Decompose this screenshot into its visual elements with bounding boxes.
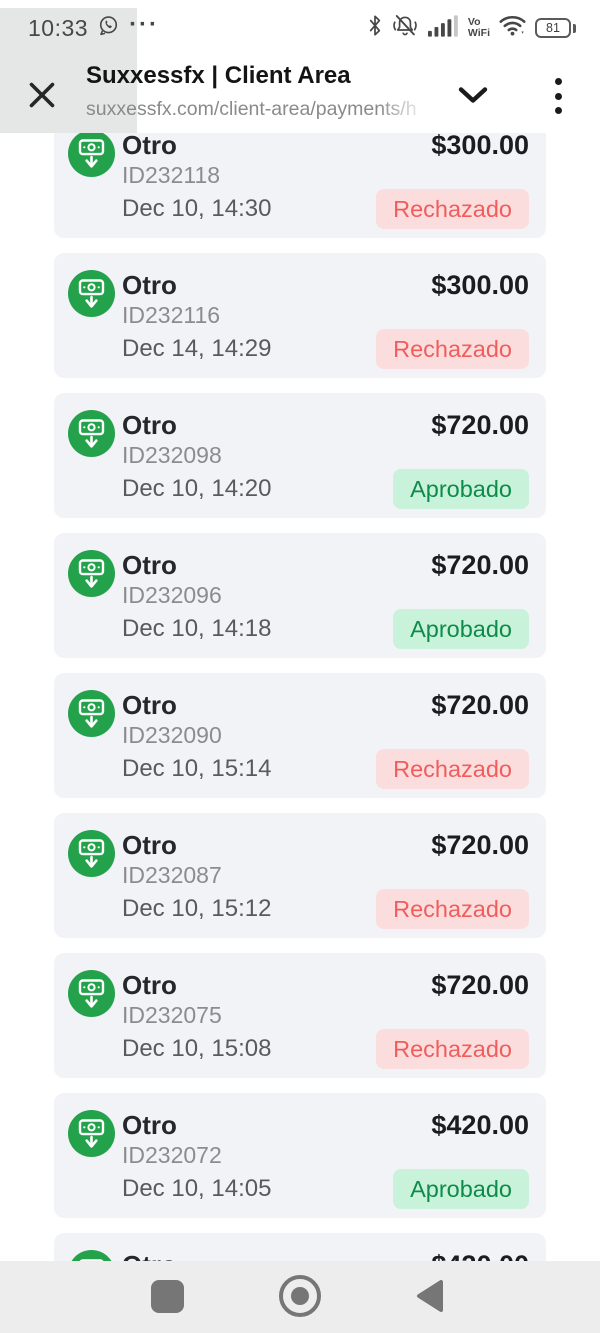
battery-icon: 81	[535, 18, 576, 38]
payment-id: ID232098	[122, 442, 222, 468]
cash-withdrawal-icon	[68, 410, 115, 457]
payment-card[interactable]: Otro $720.00 ID232075 Dec 10, 15:08 Rech…	[54, 953, 546, 1078]
payment-date: Dec 10, 14:18	[122, 615, 272, 642]
cash-withdrawal-icon	[68, 1110, 115, 1157]
payment-method: Otro	[122, 830, 177, 860]
browser-header: Suxxessfx | Client Area suxxessfx.com/cl…	[0, 56, 600, 133]
payment-date: Dec 10, 14:30	[122, 195, 272, 222]
payment-method: Otro	[122, 970, 177, 1000]
wifi-icon	[499, 14, 526, 42]
payment-method: Otro	[122, 1110, 177, 1140]
payment-date: Dec 14, 14:29	[122, 335, 272, 362]
payment-card[interactable]: Otro $300.00 ID232116 Dec 14, 14:29 Rech…	[54, 253, 546, 378]
home-button[interactable]	[279, 1275, 321, 1317]
payment-card[interactable]: Otro $720.00 ID232090 Dec 10, 15:14 Rech…	[54, 673, 546, 798]
status-bar-left: 10:33 ···	[28, 11, 160, 42]
status-badge: Rechazado	[376, 329, 529, 369]
payment-method: Otro	[122, 550, 177, 580]
page-title: Suxxessfx | Client Area	[86, 62, 351, 89]
payment-card[interactable]: Otro $720.00 ID232098 Dec 10, 14:20 Apro…	[54, 393, 546, 518]
payment-date: Dec 10, 15:12	[122, 895, 272, 922]
payment-method: Otro	[122, 133, 177, 160]
payment-date: Dec 10, 15:08	[122, 1035, 272, 1062]
payment-amount: $420.00	[431, 1110, 529, 1140]
payment-card-body: Otro $720.00 ID232096 Dec 10, 14:18 Apro…	[122, 549, 529, 658]
status-badge: Rechazado	[376, 189, 529, 229]
cash-withdrawal-icon	[68, 133, 115, 177]
payment-date: Dec 10, 14:20	[122, 475, 272, 502]
chevron-down-icon[interactable]	[456, 85, 490, 107]
status-badge: Aprobado	[393, 469, 529, 509]
payment-id: ID232072	[122, 1142, 222, 1168]
bluetooth-icon	[368, 14, 382, 42]
payment-id: ID232090	[122, 722, 222, 748]
vowifi-indicator: Vo WiFi	[467, 16, 490, 39]
cash-withdrawal-icon	[68, 830, 115, 877]
status-bar-right: Vo WiFi 81	[368, 13, 576, 43]
payment-card[interactable]: Otro $300.00 ID232118 Dec 10, 14:30 Rech…	[54, 133, 546, 238]
cash-withdrawal-icon	[68, 970, 115, 1017]
corner-overlay	[0, 8, 137, 133]
payment-card[interactable]: Otro $720.00 ID232096 Dec 10, 14:18 Apro…	[54, 533, 546, 658]
back-button[interactable]	[416, 1279, 444, 1313]
url-bar: suxxessfx.com/client-area/payments/h	[86, 96, 440, 123]
payment-card-body: Otro $720.00 ID232090 Dec 10, 15:14 Rech…	[122, 689, 529, 798]
payment-id: ID232075	[122, 1002, 222, 1028]
payment-id: ID232116	[122, 302, 221, 328]
payment-amount: $720.00	[431, 830, 529, 860]
status-badge: Rechazado	[376, 1029, 529, 1069]
payment-card-body: Otro $720.00 ID232098 Dec 10, 14:20 Apro…	[122, 409, 529, 518]
payment-amount: $300.00	[431, 270, 529, 300]
payment-card-body: Otro $300.00 ID232118 Dec 10, 14:30 Rech…	[122, 133, 529, 238]
payment-id: ID232118	[122, 162, 221, 188]
menu-kebab-icon[interactable]	[551, 78, 565, 114]
vibrate-muted-icon	[391, 13, 419, 43]
payment-card[interactable]: Otro $720.00 ID232087 Dec 10, 15:12 Rech…	[54, 813, 546, 938]
whatsapp-icon	[97, 14, 120, 42]
more-notifications-icon: ···	[129, 11, 160, 38]
status-badge: Aprobado	[393, 609, 529, 649]
payment-card-body: Otro $420.00 ID232072 Dec 10, 14:05 Apro…	[122, 1109, 529, 1218]
payment-card-body: Otro $720.00 ID232075 Dec 10, 15:08 Rech…	[122, 969, 529, 1078]
payment-card[interactable]: Otro $420.00 ID232072 Dec 10, 14:05 Apro…	[54, 1093, 546, 1218]
payment-amount: $720.00	[431, 970, 529, 1000]
cash-withdrawal-icon	[68, 550, 115, 597]
payment-method: Otro	[122, 270, 177, 300]
payments-list: Otro $300.00 ID232118 Dec 10, 14:30 Rech…	[0, 133, 600, 1333]
android-nav-bar	[0, 1261, 600, 1333]
status-bar: 10:33 ···	[0, 0, 600, 56]
payment-method: Otro	[122, 690, 177, 720]
close-button[interactable]	[27, 80, 57, 110]
payment-amount: $720.00	[431, 550, 529, 580]
battery-percent: 81	[546, 21, 560, 35]
payment-id: ID232096	[122, 582, 222, 608]
cash-withdrawal-icon	[68, 690, 115, 737]
payment-amount: $300.00	[431, 133, 529, 160]
url-text: suxxessfx.com/client-area/payments/h	[86, 98, 417, 120]
status-badge: Rechazado	[376, 889, 529, 929]
payment-method: Otro	[122, 410, 177, 440]
payment-id: ID232087	[122, 862, 222, 888]
payment-date: Dec 10, 14:05	[122, 1175, 272, 1202]
payment-date: Dec 10, 15:14	[122, 755, 272, 782]
clock: 10:33	[28, 14, 89, 41]
status-badge: Aprobado	[393, 1169, 529, 1209]
payment-card-body: Otro $300.00 ID232116 Dec 14, 14:29 Rech…	[122, 269, 529, 378]
recents-button[interactable]	[151, 1280, 184, 1313]
status-badge: Rechazado	[376, 749, 529, 789]
payment-amount: $720.00	[431, 410, 529, 440]
payment-amount: $720.00	[431, 690, 529, 720]
cell-signal-icon	[427, 14, 459, 42]
cash-withdrawal-icon	[68, 270, 115, 317]
payment-card-body: Otro $720.00 ID232087 Dec 10, 15:12 Rech…	[122, 829, 529, 938]
